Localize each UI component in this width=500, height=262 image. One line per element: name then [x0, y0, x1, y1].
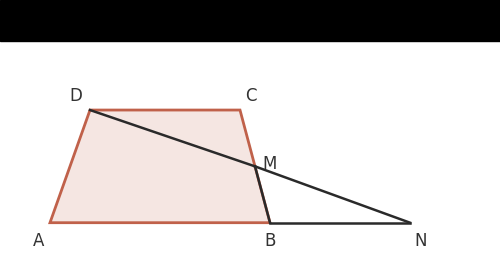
- Text: B: B: [264, 232, 276, 250]
- Bar: [0, 0, 500, 41]
- Text: N: N: [415, 232, 427, 250]
- Text: D: D: [70, 87, 82, 105]
- Text: A: A: [34, 232, 44, 250]
- Text: M: M: [263, 155, 277, 173]
- Polygon shape: [50, 110, 270, 223]
- Text: C: C: [245, 87, 257, 105]
